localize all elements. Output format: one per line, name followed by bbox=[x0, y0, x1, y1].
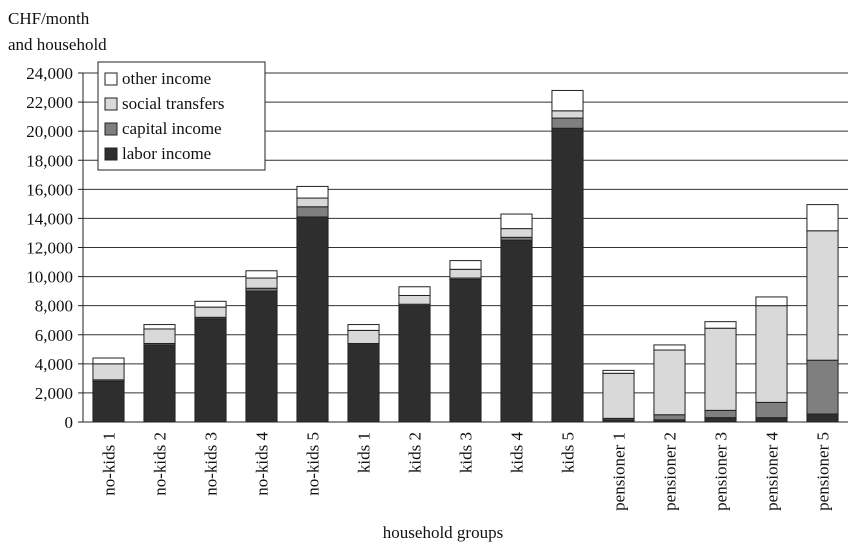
x-tick-label: pensioner 4 bbox=[763, 432, 782, 511]
bar-segment-labor-income bbox=[347, 342, 380, 423]
bar-segment-labor-income bbox=[194, 318, 227, 423]
bar-segment-labor-income bbox=[500, 239, 533, 423]
bar-segment-social-transfers bbox=[500, 228, 533, 238]
y-tick-label: 6,000 bbox=[35, 326, 73, 345]
x-tick-label: no-kids 3 bbox=[202, 432, 221, 496]
bar-segment-capital-income bbox=[551, 117, 584, 129]
bar-segment-social-transfers bbox=[653, 349, 686, 416]
x-axis-label: household groups bbox=[383, 523, 503, 542]
legend-label: other income bbox=[122, 69, 211, 88]
y-axis-label-line2: and household bbox=[8, 35, 107, 54]
x-tick-label: no-kids 1 bbox=[100, 432, 119, 496]
legend: other income social transfers capital inco… bbox=[97, 61, 266, 171]
bar-segment-social-transfers bbox=[296, 197, 329, 208]
bar-segment-labor-income bbox=[245, 290, 278, 423]
bar-segment-other-income bbox=[653, 344, 686, 351]
bar-segment-other-income bbox=[296, 185, 329, 199]
bar-segment-other-income bbox=[449, 260, 482, 270]
y-tick-label: 24,000 bbox=[26, 64, 73, 83]
bar-segment-labor-income bbox=[551, 127, 584, 423]
bar-segment-social-transfers bbox=[755, 305, 788, 403]
x-tick-label: kids 4 bbox=[508, 432, 527, 474]
bar-segment-other-income bbox=[92, 357, 125, 365]
x-tick-label: kids 5 bbox=[559, 432, 578, 473]
x-tick-label: kids 3 bbox=[457, 432, 476, 473]
bar-segment-social-transfers bbox=[551, 110, 584, 119]
bar-segment-other-income bbox=[194, 300, 227, 308]
bar-segment-social-transfers bbox=[602, 372, 635, 419]
bar-segment-other-income bbox=[500, 213, 533, 230]
bar-segment-social-transfers bbox=[194, 306, 227, 318]
x-tick-label: pensioner 2 bbox=[661, 432, 680, 511]
y-tick-label: 8,000 bbox=[35, 297, 73, 316]
y-tick-label: 0 bbox=[65, 413, 74, 432]
bar-segment-social-transfers bbox=[806, 230, 839, 361]
bar-segment-social-transfers bbox=[347, 329, 380, 344]
bar-segment-other-income bbox=[347, 324, 380, 331]
y-tick-label: 16,000 bbox=[26, 180, 73, 199]
x-tick-label: no-kids 2 bbox=[151, 432, 170, 496]
bar-segment-other-income bbox=[602, 369, 635, 374]
bar-segment-other-income bbox=[143, 324, 176, 330]
bar-segment-capital-income bbox=[806, 359, 839, 415]
legend-label: labor income bbox=[122, 144, 211, 163]
bar-segment-social-transfers bbox=[143, 328, 176, 344]
bar-segment-other-income bbox=[755, 296, 788, 307]
legend-label: capital income bbox=[122, 119, 222, 138]
bar-segment-other-income bbox=[704, 321, 737, 329]
bar-segment-social-transfers bbox=[449, 268, 482, 279]
y-tick-label: 4,000 bbox=[35, 355, 73, 374]
bar-segment-capital-income bbox=[755, 401, 788, 419]
x-tick-label: no-kids 5 bbox=[304, 432, 323, 496]
bar-segment-other-income bbox=[245, 270, 278, 279]
legend-label: social transfers bbox=[122, 94, 224, 113]
y-axis: 0 2,000 4,000 6,000 8,000 10,000 12,000 14,000 1… bbox=[26, 64, 84, 432]
y-tick-label: 10,000 bbox=[26, 268, 73, 287]
bar-segment-capital-income bbox=[704, 409, 737, 419]
y-tick-label: 2,000 bbox=[35, 384, 73, 403]
bar-segment-other-income bbox=[398, 286, 431, 296]
bars bbox=[92, 89, 839, 423]
y-tick-label: 12,000 bbox=[26, 239, 73, 258]
bar-segment-social-transfers bbox=[398, 294, 431, 305]
bar-segment-labor-income bbox=[143, 344, 176, 423]
bar-segment-labor-income bbox=[755, 417, 788, 423]
bar-segment-other-income bbox=[551, 89, 584, 112]
x-tick-label: kids 2 bbox=[406, 432, 425, 473]
bar-segment-labor-income bbox=[398, 305, 431, 423]
bar-segment-other-income bbox=[806, 204, 839, 232]
y-tick-label: 18,000 bbox=[26, 151, 73, 170]
x-axis: no-kids 1 no-kids 2 no-kids 3 no-kids 4 no-k… bbox=[83, 421, 848, 511]
legend-swatch bbox=[104, 122, 118, 136]
bar-segment-social-transfers bbox=[92, 363, 125, 381]
x-tick-label: pensioner 5 bbox=[814, 432, 833, 511]
bar-segment-labor-income bbox=[704, 417, 737, 423]
bar-segment-capital-income bbox=[296, 206, 329, 218]
legend-box bbox=[97, 61, 266, 171]
x-tick-label: pensioner 1 bbox=[610, 432, 629, 511]
y-tick-label: 20,000 bbox=[26, 122, 73, 141]
bar-segment-social-transfers bbox=[704, 327, 737, 411]
y-axis-label-line1: CHF/month bbox=[8, 9, 90, 28]
x-tick-label: pensioner 3 bbox=[712, 432, 731, 511]
y-tick-label: 22,000 bbox=[26, 93, 73, 112]
bar-segment-labor-income bbox=[449, 278, 482, 423]
legend-swatch bbox=[104, 147, 118, 161]
bar-segment-social-transfers bbox=[245, 277, 278, 289]
x-tick-label: kids 1 bbox=[355, 432, 374, 473]
legend-swatch bbox=[104, 72, 118, 86]
bar-segment-capital-income bbox=[653, 414, 686, 421]
y-tick-label: 14,000 bbox=[26, 209, 73, 228]
x-tick-label: no-kids 4 bbox=[253, 432, 272, 496]
legend-swatch bbox=[104, 97, 118, 111]
bar-segment-labor-income bbox=[296, 216, 329, 423]
bar-segment-labor-income bbox=[92, 380, 125, 423]
bar-segment-labor-income bbox=[806, 413, 839, 423]
